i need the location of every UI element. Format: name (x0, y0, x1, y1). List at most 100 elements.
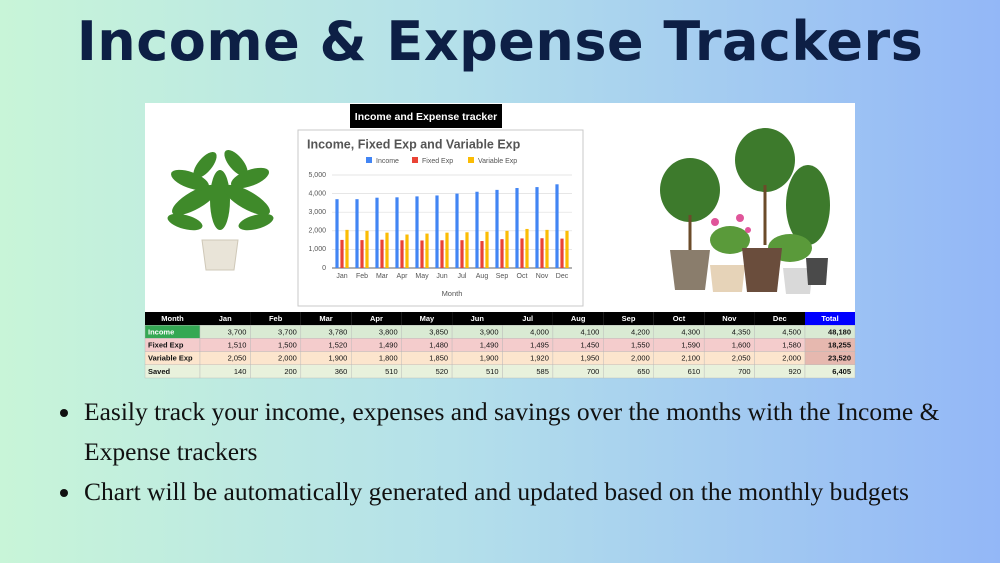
cell-text: 3,800 (379, 327, 398, 336)
bar (565, 230, 569, 268)
bar (400, 240, 404, 268)
header-text: Mar (319, 314, 332, 323)
y-tick-label: 0 (322, 265, 326, 272)
cell-text: 1,900 (328, 354, 347, 363)
cell-text: 1,450 (581, 340, 600, 349)
row-label: Income (148, 327, 174, 336)
legend-swatch (468, 157, 474, 163)
cell-text: 1,550 (631, 340, 650, 349)
header-cell (401, 312, 453, 326)
y-tick-label: 1,000 (308, 246, 326, 253)
cell-text: 2,050 (732, 354, 751, 363)
header-cell (502, 312, 553, 326)
cell-text: 2,100 (681, 354, 700, 363)
cell-text: 4,500 (782, 327, 801, 336)
x-tick-label: Jul (458, 273, 467, 280)
bar (475, 191, 479, 268)
header-cell (603, 312, 654, 326)
header-text: Jul (522, 314, 533, 323)
cell-text: 6,405 (832, 367, 851, 376)
legend-label: Income (376, 158, 399, 165)
bar (355, 199, 359, 268)
x-tick-label: Mar (376, 273, 389, 280)
x-axis-title: Month (442, 289, 463, 298)
row-label: Fixed Exp (148, 340, 184, 349)
header-text: Month (161, 314, 184, 323)
row-label: Variable Exp (148, 354, 193, 363)
cell-text: 610 (688, 367, 701, 376)
bar (440, 240, 444, 268)
cell-text: 140 (234, 367, 247, 376)
header-cell (452, 312, 503, 326)
legend-swatch (366, 157, 372, 163)
cell-text: 1,600 (732, 340, 751, 349)
bar (340, 239, 344, 268)
header-text: Aug (571, 314, 586, 323)
header-cell (200, 312, 251, 326)
bar (380, 239, 384, 268)
cell-text: 2,050 (228, 354, 247, 363)
bar (535, 187, 539, 268)
sheet-title-bg (350, 104, 502, 128)
x-tick-label: Apr (397, 273, 409, 280)
cell-text: 4,000 (530, 327, 549, 336)
cell-text: 920 (788, 367, 801, 376)
cell-text: 1,480 (429, 340, 448, 349)
cell-text: 1,590 (681, 340, 700, 349)
x-tick-label: Feb (356, 273, 368, 280)
bar (495, 189, 499, 268)
cell-text: 4,200 (631, 327, 650, 336)
cell-text: 2,000 (782, 354, 801, 363)
header-cell (704, 312, 755, 326)
bar (415, 196, 419, 268)
cell-text: 510 (486, 367, 499, 376)
cell-text: 1,800 (379, 354, 398, 363)
bar (525, 228, 529, 268)
header-cell (300, 312, 352, 326)
bar (335, 199, 339, 268)
x-tick-label: Jan (336, 273, 347, 280)
bar (365, 230, 369, 268)
header-cell (351, 312, 402, 326)
cell-text: 4,300 (681, 327, 700, 336)
x-tick-label: Oct (517, 273, 528, 280)
cell-text: 23,520 (828, 354, 851, 363)
cell-text: 1,950 (581, 354, 600, 363)
cell-text: 3,780 (328, 327, 347, 336)
header-text: Feb (269, 314, 283, 323)
bar (485, 231, 489, 268)
bar (465, 232, 469, 268)
bar (515, 188, 519, 268)
sheet-title: Income and Expense tracker (355, 111, 497, 123)
page-title: Income & Expense Trackers (76, 10, 924, 73)
bar (435, 195, 439, 268)
cell-text: 200 (284, 367, 297, 376)
legend-swatch (412, 157, 418, 163)
header-text: Sep (622, 314, 636, 323)
header-text: Dec (773, 314, 787, 323)
bar (460, 240, 464, 268)
header-cell (552, 312, 604, 326)
x-tick-label: Sep (496, 273, 509, 280)
x-tick-label: Aug (476, 273, 489, 280)
cell-text: 4,350 (732, 327, 751, 336)
cell-text: 1,900 (480, 354, 499, 363)
cell-text: 1,510 (228, 340, 247, 349)
cell-text: 1,490 (379, 340, 398, 349)
bar (445, 232, 449, 268)
cell-text: 520 (436, 367, 449, 376)
cell-text: 3,900 (480, 327, 499, 336)
header-cell (653, 312, 705, 326)
bar (395, 197, 399, 268)
plants-right (660, 128, 830, 294)
table-cell (804, 364, 856, 379)
bar (560, 238, 564, 268)
cell-text: 700 (587, 367, 600, 376)
header-text: Nov (722, 314, 737, 323)
cell-text: 650 (637, 367, 650, 376)
header-cell (250, 312, 301, 326)
legend-label: Variable Exp (478, 158, 517, 165)
bar (520, 238, 524, 268)
